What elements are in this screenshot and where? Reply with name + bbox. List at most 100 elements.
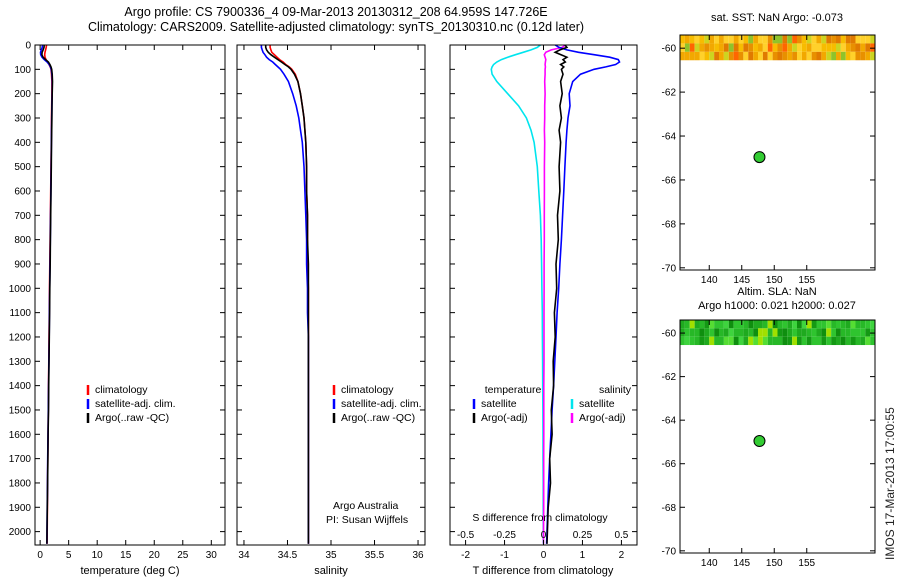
- axis-frame: [34, 44, 226, 546]
- svg-text:-64: -64: [662, 132, 677, 143]
- temperature-axis-label: temperature (deg C): [80, 565, 179, 577]
- svg-text:-66: -66: [662, 175, 677, 186]
- svg-text:1100: 1100: [9, 308, 31, 319]
- svg-text:1300: 1300: [9, 357, 32, 368]
- svg-text:700: 700: [14, 211, 31, 222]
- axis-frame: [679, 319, 876, 554]
- svg-text:10: 10: [92, 550, 104, 561]
- difference-panel: -2 -1 0 1 2 -0.5 -0.25 0 0.25 0.5 temperature satel…: [449, 44, 638, 561]
- argo-australia-annotation: Argo Australia: [333, 500, 399, 512]
- argo-position-marker: [753, 435, 766, 448]
- svg-text:34: 34: [238, 550, 250, 561]
- svg-text:0: 0: [37, 550, 43, 561]
- svg-text:1600: 1600: [9, 430, 32, 441]
- difference-legend-salinity: salinity satellite Argo(-adj): [570, 384, 632, 424]
- svg-text:Argo(-adj): Argo(-adj): [579, 412, 626, 424]
- svg-text:145: 145: [733, 275, 750, 286]
- series-satellite-adj-clim-: [260, 45, 310, 544]
- chart-render-root: 0 5 10 15 20 25 300100200300400500600700800900…: [9, 34, 876, 569]
- series-argo-adj-: [546, 44, 569, 544]
- svg-text:climatology: climatology: [95, 384, 148, 396]
- salinity-legend: climatology satellite-adj. clim. Argo(..ra…: [332, 384, 422, 424]
- svg-text:35.5: 35.5: [365, 550, 385, 561]
- svg-text:36: 36: [412, 550, 424, 561]
- svg-text:155: 155: [798, 558, 815, 569]
- svg-text:0: 0: [541, 550, 547, 561]
- svg-text:150: 150: [766, 275, 783, 286]
- s-difference-label: S difference from climatology: [472, 512, 608, 524]
- svg-text:2: 2: [619, 550, 625, 561]
- svg-text:temperature: temperature: [485, 384, 542, 396]
- svg-text:100: 100: [14, 65, 31, 76]
- y-ticks: 0 100 200 300 400 500 600 700 800 900 1000 1100 1200…: [9, 41, 225, 538]
- svg-text:300: 300: [14, 113, 31, 124]
- sla-map-title-line2: Argo h1000: 0.021 h2000: 0.027: [698, 300, 856, 312]
- svg-text:400: 400: [14, 138, 31, 149]
- x-ticks: 140 145 150 155: [701, 320, 816, 569]
- axis-frame: [236, 44, 426, 546]
- series-argo-raw-qc-: [264, 45, 310, 544]
- series-argo-raw-qc-: [41, 44, 54, 544]
- svg-text:-60: -60: [662, 44, 677, 55]
- svg-text:150: 150: [766, 558, 783, 569]
- y-ticks: -60 -62 -64 -66 -68 -70: [662, 44, 875, 274]
- pi-annotation: PI: Susan Wijffels: [326, 514, 408, 526]
- imos-watermark: IMOS 17-Mar-2013 17:00:55: [883, 407, 897, 560]
- svg-text:500: 500: [14, 162, 31, 173]
- svg-text:-62: -62: [662, 372, 677, 383]
- svg-text:20: 20: [149, 550, 161, 561]
- svg-text:1400: 1400: [9, 381, 32, 392]
- svg-text:1900: 1900: [9, 503, 32, 514]
- svg-text:600: 600: [14, 186, 31, 197]
- sla_map-panel: 140 145 150 155 -60 -62 -64 -66 -68 -70: [662, 319, 876, 569]
- y-ticks: [450, 44, 637, 533]
- svg-text:Argo(-adj): Argo(-adj): [481, 412, 528, 424]
- svg-text:-70: -70: [662, 546, 677, 557]
- svg-text:34.5: 34.5: [278, 550, 298, 561]
- svg-text:salinity: salinity: [599, 384, 632, 396]
- svg-text:-0.25: -0.25: [493, 530, 516, 541]
- svg-text:-62: -62: [662, 88, 677, 99]
- svg-text:-70: -70: [662, 263, 677, 274]
- sst_map-panel: 140 145 150 155 -60 -62 -64 -66 -68 -70: [662, 34, 876, 286]
- axis-frame: [679, 34, 876, 271]
- svg-text:140: 140: [701, 558, 718, 569]
- svg-text:climatology: climatology: [341, 384, 394, 396]
- svg-text:1800: 1800: [9, 478, 32, 489]
- series-climatology: [269, 45, 310, 544]
- sst_map-strip: [680, 35, 876, 61]
- svg-text:-68: -68: [662, 503, 677, 514]
- svg-text:1700: 1700: [9, 454, 32, 465]
- svg-text:155: 155: [798, 275, 815, 286]
- svg-text:-60: -60: [662, 329, 677, 340]
- svg-text:800: 800: [14, 235, 31, 246]
- svg-text:2000: 2000: [9, 527, 32, 538]
- salinity-panel: 34 34.5 35 35.5 36 climatology satellite-adj. …: [236, 44, 426, 561]
- series-argo-adj-: [542, 44, 566, 544]
- svg-text:0: 0: [541, 530, 547, 541]
- svg-text:35: 35: [325, 550, 337, 561]
- svg-text:satellite-adj. clim.: satellite-adj. clim.: [341, 398, 422, 410]
- svg-text:Argo(..raw -QC): Argo(..raw -QC): [341, 412, 415, 424]
- svg-text:-68: -68: [662, 219, 677, 230]
- svg-text:1000: 1000: [9, 284, 32, 295]
- svg-text:15: 15: [120, 550, 132, 561]
- svg-text:30: 30: [206, 550, 218, 561]
- svg-text:140: 140: [701, 275, 718, 286]
- difference-legend-temperature: temperature satellite Argo(-adj): [472, 384, 542, 424]
- svg-text:900: 900: [14, 259, 31, 270]
- svg-text:5: 5: [66, 550, 72, 561]
- svg-text:1200: 1200: [9, 332, 32, 343]
- sla_map-strip: [680, 320, 876, 346]
- svg-text:satellite: satellite: [579, 398, 615, 410]
- svg-text:-64: -64: [662, 416, 677, 427]
- svg-text:1: 1: [580, 550, 586, 561]
- series-satellite: [545, 44, 621, 544]
- series-satellite: [490, 44, 545, 544]
- x-ticks: 140 145 150 155: [701, 35, 816, 286]
- svg-text:200: 200: [14, 89, 31, 100]
- s-axis-ticks: -0.5 -0.25 0 0.25 0.5: [457, 530, 629, 541]
- t-difference-axis-label: T difference from climatology: [473, 565, 614, 577]
